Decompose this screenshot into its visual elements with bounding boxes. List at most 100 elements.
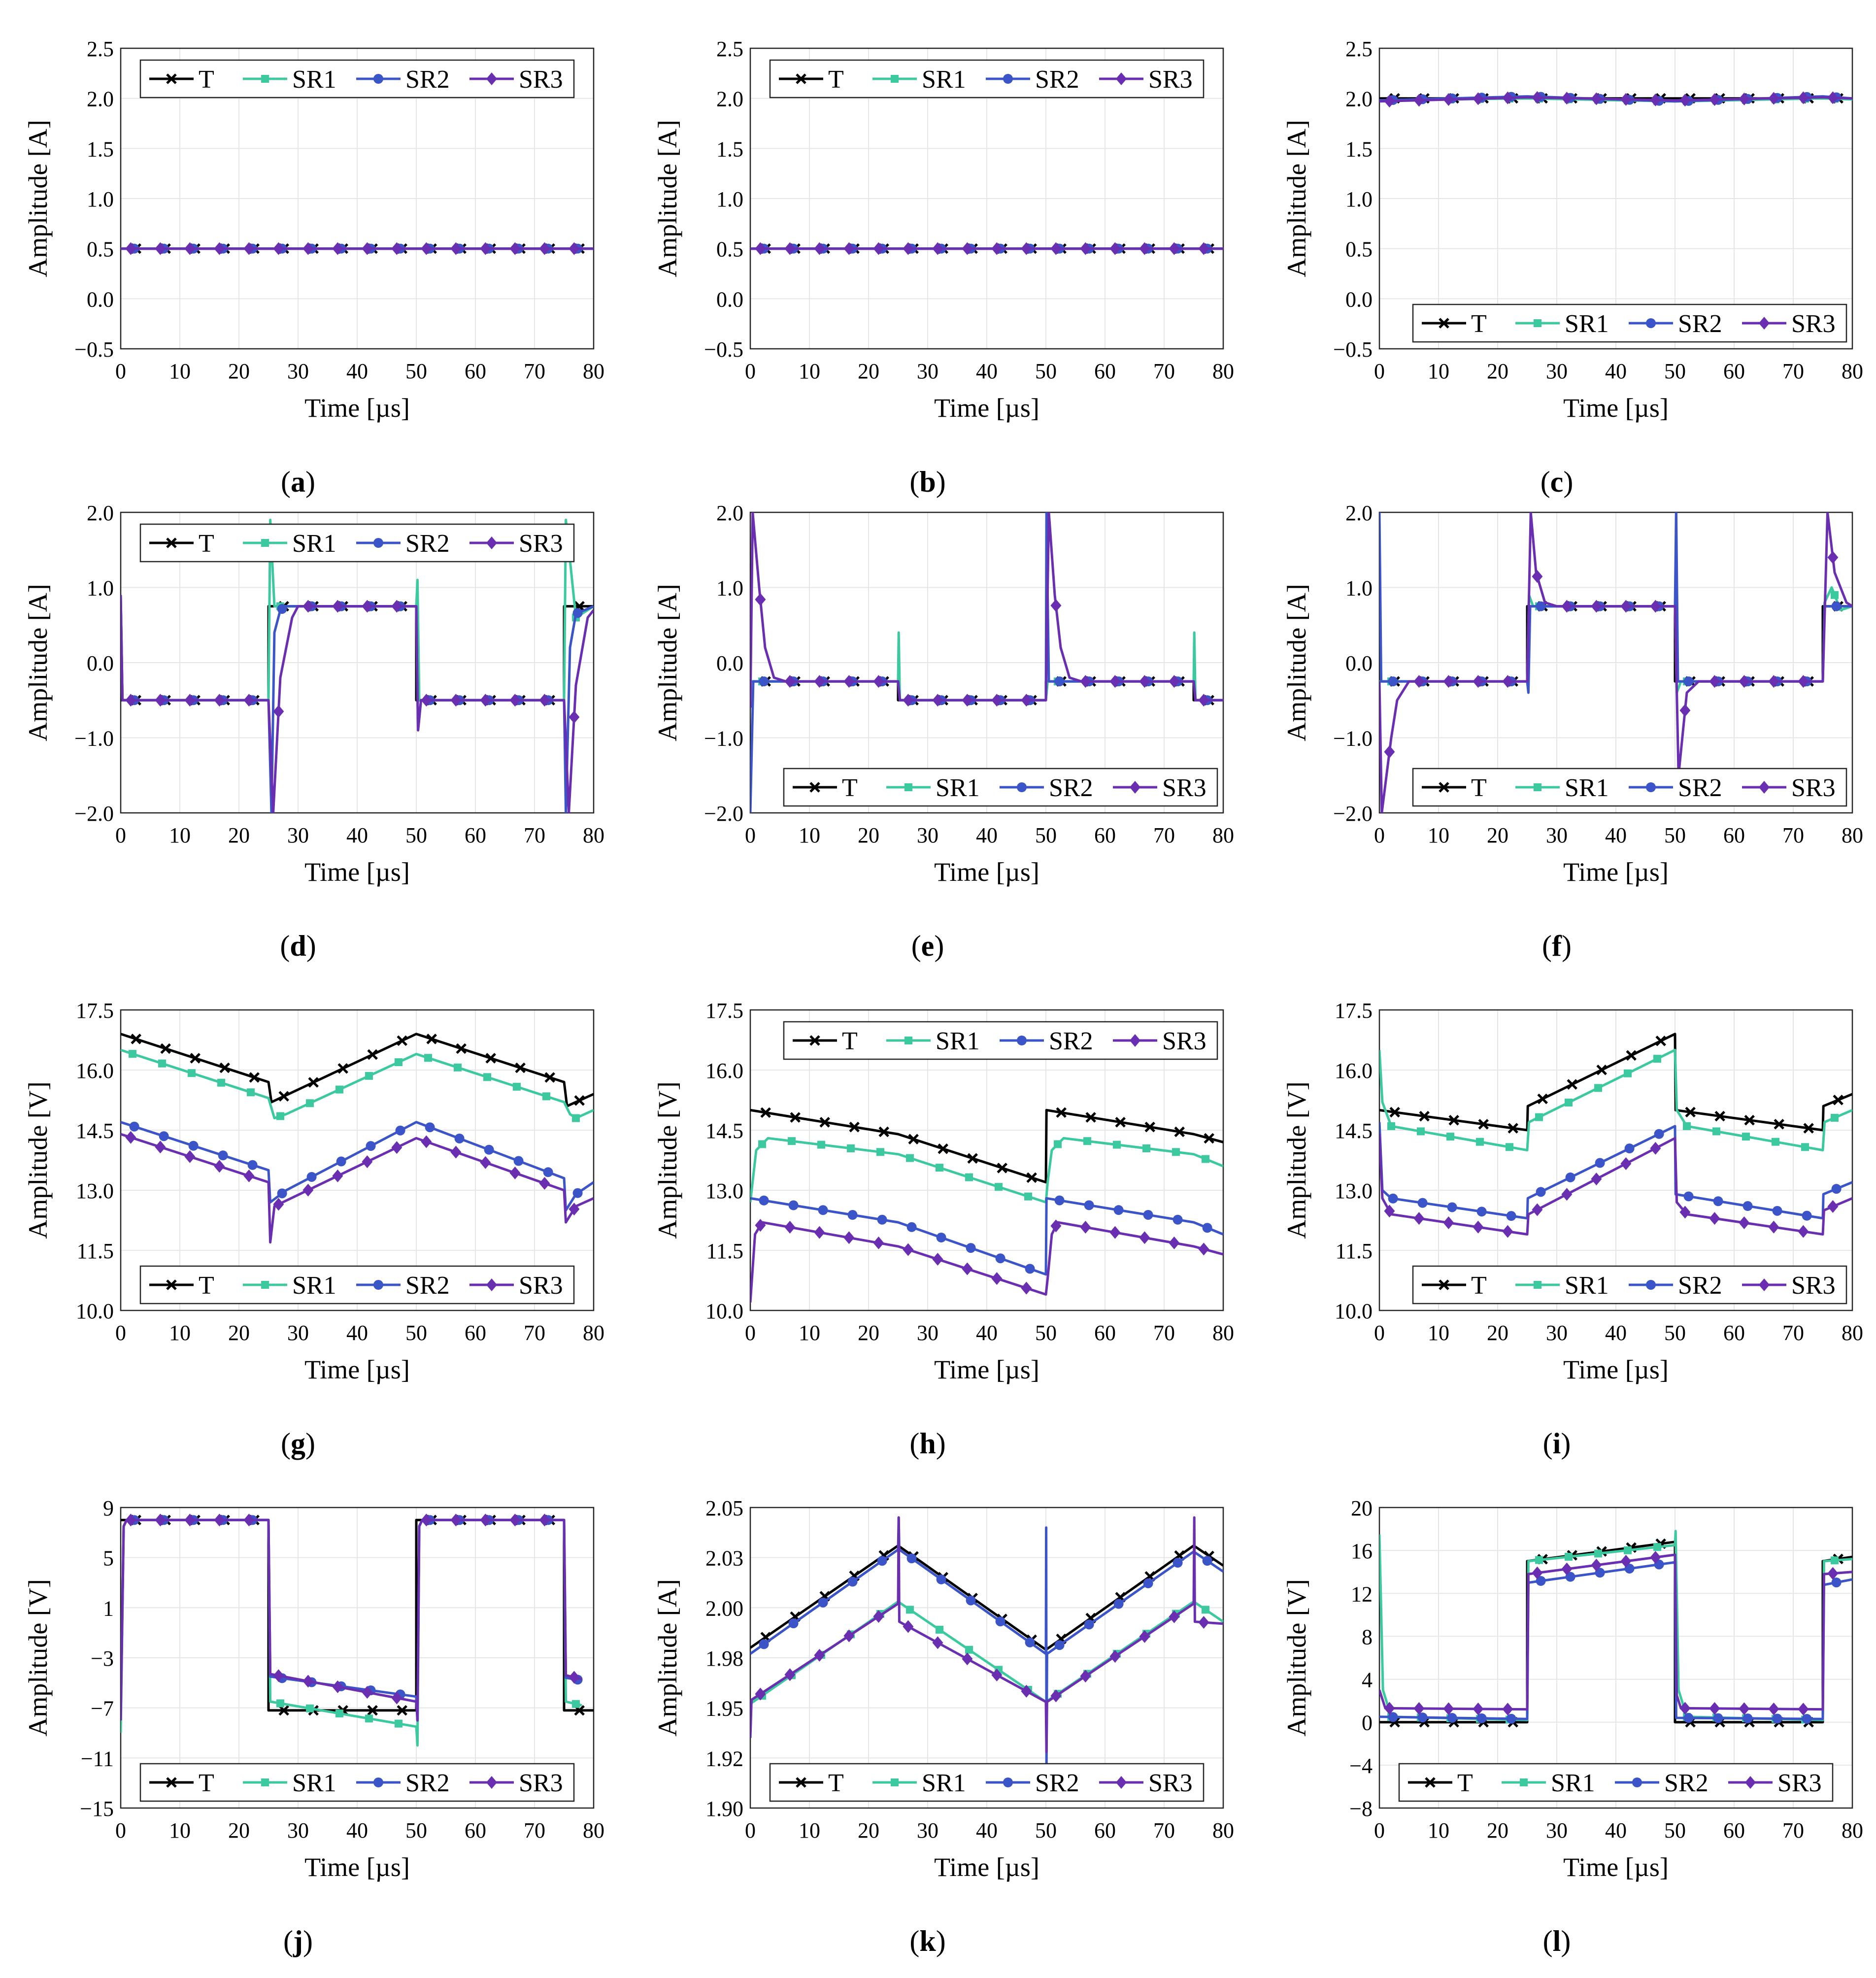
marker-sr3 xyxy=(1443,1216,1454,1229)
x-axis-label: Time [µs] xyxy=(934,393,1039,423)
legend-label-t: T xyxy=(1471,774,1487,802)
marker-sr2 xyxy=(906,1222,917,1232)
y-tick-label: 2.03 xyxy=(705,1546,743,1571)
marker-sr2 xyxy=(1632,1777,1642,1787)
legend-label-sr3: SR3 xyxy=(1791,774,1836,802)
y-tick-label: 10.0 xyxy=(1335,1299,1373,1323)
marker-sr2 xyxy=(1017,1036,1027,1045)
legend-label-sr3: SR3 xyxy=(519,1769,563,1797)
marker-sr1 xyxy=(365,1072,373,1080)
marker-sr3 xyxy=(421,1135,432,1148)
marker-sr3 xyxy=(302,1675,314,1688)
marker-t xyxy=(1478,1119,1489,1130)
marker-sr3 xyxy=(1109,1650,1121,1663)
x-tick-label: 40 xyxy=(976,1818,998,1843)
marker-sr3 xyxy=(932,694,943,707)
marker-sr3 xyxy=(784,1221,796,1234)
legend: T SR1 SR2 SR3 xyxy=(139,1265,575,1305)
x-tick-label: 0 xyxy=(745,1818,756,1843)
marker-sr3 xyxy=(486,1776,497,1789)
x-tick-label: 40 xyxy=(346,1818,368,1843)
x-axis-label: Time [µs] xyxy=(1563,1852,1669,1882)
marker-sr2 xyxy=(1536,1187,1546,1197)
marker-sr3 xyxy=(962,694,973,707)
x-tick-label: 0 xyxy=(1374,1321,1385,1345)
y-tick-label: −1.0 xyxy=(1333,727,1373,751)
x-tick-label: 20 xyxy=(1487,359,1508,383)
x-tick-label: 80 xyxy=(1212,1818,1234,1843)
x-tick-label: 0 xyxy=(745,1321,756,1345)
marker-sr2 xyxy=(1202,1556,1212,1566)
legend-label-sr3: SR3 xyxy=(1777,1769,1822,1797)
marker-sr2 xyxy=(572,608,583,618)
marker-sr2 xyxy=(1113,1599,1124,1609)
y-tick-label: 8 xyxy=(1362,1625,1373,1649)
series-group xyxy=(750,512,1223,813)
marker-t xyxy=(1115,1117,1126,1128)
x-tick-label: 20 xyxy=(858,359,879,383)
marker-t xyxy=(574,1095,585,1106)
y-axis-label: Amplitude [V] xyxy=(1282,1081,1311,1239)
marker-sr2 xyxy=(1476,1713,1487,1723)
marker-sr3 xyxy=(1709,1702,1720,1715)
marker-sr1 xyxy=(1083,1137,1091,1145)
marker-sr2 xyxy=(543,1167,553,1177)
plot-frame xyxy=(120,47,595,350)
marker-sr3 xyxy=(569,710,580,724)
marker-sr3 xyxy=(1384,745,1395,759)
marker-sr3 xyxy=(1679,94,1691,107)
y-tick-label: 1.0 xyxy=(716,576,743,601)
marker-sr1 xyxy=(276,1112,284,1120)
chart-panel: −2.0 −1.0 0.0 1.0 2.0 0 10 20 30 40 50 60 70 80 Time [… xyxy=(653,501,1234,962)
marker-sr3 xyxy=(1198,242,1209,255)
x-tick-label: 0 xyxy=(115,1321,126,1345)
marker-sr2 xyxy=(788,1200,799,1210)
marker-sr2 xyxy=(159,1131,169,1141)
y-tick-label: 0.0 xyxy=(716,287,743,311)
legend-label-sr2: SR2 xyxy=(1035,1769,1079,1797)
marker-sr3 xyxy=(1650,600,1661,613)
marker-sr1 xyxy=(276,1699,284,1708)
marker-sr3 xyxy=(1798,91,1809,104)
x-tick-label: 50 xyxy=(405,823,427,847)
legend-label-sr2: SR2 xyxy=(405,1272,450,1300)
marker-sr3 xyxy=(1768,1702,1779,1715)
y-tick-label: 10.0 xyxy=(705,1299,743,1323)
marker-sr2 xyxy=(425,1122,435,1133)
series-group xyxy=(750,1107,1223,1303)
marker-sr3 xyxy=(1620,600,1632,613)
legend: T SR1 SR2 SR3 xyxy=(783,768,1218,807)
marker-sr3 xyxy=(539,242,550,255)
legend-label-sr2: SR2 xyxy=(1664,1769,1708,1797)
marker-sr1 xyxy=(936,1626,943,1634)
marker-sr2 xyxy=(1772,1713,1782,1724)
marker-sr3 xyxy=(1561,600,1573,613)
marker-sr3 xyxy=(1413,1702,1425,1715)
marker-sr3 xyxy=(1620,1554,1632,1568)
legend-label-sr1: SR1 xyxy=(292,530,336,558)
marker-sr2 xyxy=(759,1195,769,1206)
marker-t xyxy=(160,1043,171,1054)
legend: T SR1 SR2 SR3 xyxy=(1412,1265,1847,1305)
y-tick-label: 11.5 xyxy=(77,1239,114,1263)
marker-sr3 xyxy=(332,242,343,255)
legend-label-sr1: SR1 xyxy=(292,66,336,94)
x-axis-label: Time [µs] xyxy=(1563,393,1669,423)
marker-sr1 xyxy=(572,1700,580,1708)
legend-label-sr1: SR1 xyxy=(922,1769,966,1797)
marker-sr3 xyxy=(332,1680,343,1693)
y-tick-label: 2.0 xyxy=(87,501,114,525)
y-tick-label: 0.0 xyxy=(1345,651,1373,675)
marker-sr2 xyxy=(877,1214,887,1225)
y-tick-label: 13.0 xyxy=(1335,1179,1373,1203)
y-tick-label: 0.0 xyxy=(87,287,114,311)
series-line-sr3 xyxy=(1379,512,1852,813)
marker-t xyxy=(760,1107,771,1118)
marker-sr3 xyxy=(962,1262,973,1275)
y-tick-label: 0.5 xyxy=(716,237,743,262)
legend-label-sr1: SR1 xyxy=(1551,1769,1595,1797)
marker-sr1 xyxy=(454,1063,462,1072)
x-tick-label: 70 xyxy=(1153,1321,1175,1345)
legend: T SR1 SR2 SR3 xyxy=(139,59,575,99)
